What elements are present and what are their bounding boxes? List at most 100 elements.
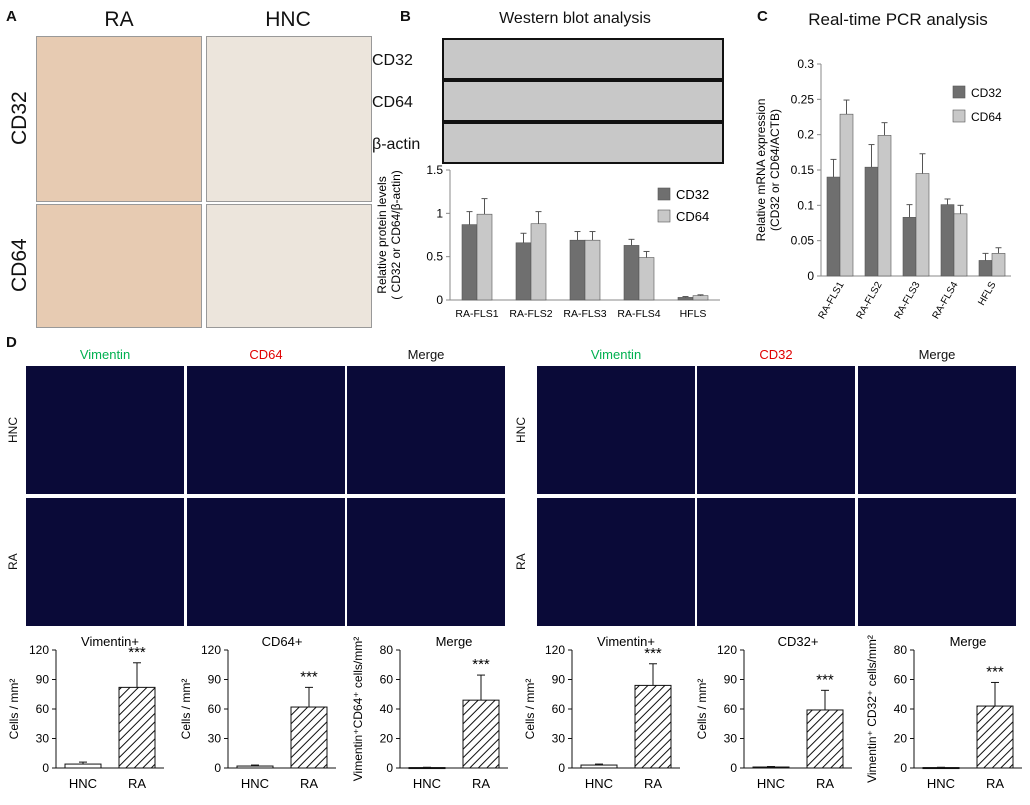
x-tick-label: RA-FLS4 [617,308,660,320]
blot-strip-actin [442,122,724,164]
bar-ra [462,699,500,769]
microscopy-row-label-ra: RA [6,553,20,571]
panel-c-letter: C [757,8,768,25]
y-tick-label: 40 [380,702,394,716]
y-tick-label: 90 [552,673,566,687]
microscopy-col-title: Vimentin [79,347,131,362]
y-tick-label: 90 [208,673,222,687]
bar-ra [806,709,844,769]
microscopy-image-ra [347,498,505,626]
y-tick-label: 0 [214,761,221,775]
panel-a-letter: A [6,8,17,25]
panel-d-microscopy-grid: Vimentin CD64 Merge HNC RA Vimentin CD32 Merge H… [6,347,1016,626]
y-tick-label: 20 [380,732,394,746]
y-tick-label: 0 [558,761,565,775]
y-tick-label: 0.25 [791,92,815,106]
y-tick-label: 1.5 [426,163,443,177]
x-tick-label: RA [128,776,146,791]
y-axis-label: Vimentin⁺CD64⁺ cells/mm² [351,637,365,781]
chart-d-cd32: CD32+ 0 30 60 90 120 HNC RA *** Cells / mm² [695,634,852,791]
x-tick-label: HNC [757,776,785,791]
y-tick-label: 0 [900,761,907,775]
x-tick-label: HFLS [680,308,707,320]
chart-d-vimentin-left: Vimentin+ 0 30 60 90 120 HNC RA *** Cells / mm² [7,634,164,791]
microscopy-col-title: CD64 [249,347,283,362]
bar-hnc [752,766,790,769]
ihc-image-hnc-cd32 [206,36,372,202]
y-tick-label: 120 [545,643,565,657]
legend-swatch-cd64 [952,109,966,123]
chart-title: CD32+ [778,634,819,649]
y-axis-label: Vimentin⁺ CD32⁺ cells/mm² [865,635,879,783]
y-tick-label: 0 [436,293,443,307]
microscopy-image-ra [697,498,855,626]
y-tick-label: 120 [717,643,737,657]
chart-body: 0 0.5 1 1.5 RA-FLS1 RA-FLS2 RA-FLS3 RA-FLS4 HFLS… [375,163,720,320]
microscopy-col-title: Merge [407,347,445,362]
panel-d-letter: D [6,334,17,351]
x-tick-label: HNC [241,776,269,791]
microscopy-image-hnc [537,366,695,494]
ihc-image-ra-cd32 [36,36,202,202]
y-tick-label: 90 [724,673,738,687]
panel-c-title: Real-time PCR analysis [808,10,988,29]
y-tick-label: 0 [730,761,737,775]
significance-annotation: *** [128,644,146,661]
y-tick-label: 80 [894,643,908,657]
y-tick-label: 0.15 [791,163,815,177]
significance-annotation: *** [472,656,490,673]
y-tick-label: 60 [36,702,50,716]
y-tick-label: 1 [436,206,443,220]
y-axis-label: Relative mRNA expression(CD32 or CD64/AC… [754,99,782,242]
x-tick-label: HNC [413,776,441,791]
y-tick-label: 0.3 [797,57,814,71]
y-tick-label: 80 [380,643,394,657]
y-tick-label: 90 [36,673,50,687]
blot-strip-cd64 [442,80,724,122]
y-tick-label: 40 [894,702,908,716]
bar-cd64 [530,223,547,301]
y-axis-label: Relative protein levels( CD32 or CD64/β-… [375,170,403,300]
y-tick-label: 60 [380,673,394,687]
y-tick-label: 60 [894,673,908,687]
microscopy-image-hnc [187,366,345,494]
bar-hnc [580,764,618,769]
y-axis-label: Cells / mm² [7,679,21,740]
x-tick-label: RA-FLS2 [509,308,552,320]
bar-ra [976,705,1014,769]
legend-label-cd64: CD64 [676,209,709,224]
y-tick-label: 60 [208,702,222,716]
y-tick-label: 0.2 [797,128,814,142]
microscopy-image-ra [26,498,184,626]
chart-title: Merge [950,634,987,649]
x-tick-label: RA [472,776,490,791]
y-tick-label: 0 [42,761,49,775]
y-tick-label: 120 [201,643,221,657]
y-tick-label: 30 [208,732,222,746]
y-tick-label: 0 [386,761,393,775]
significance-annotation: *** [644,645,662,662]
chart-d-merge-right: Merge 0 20 40 60 80 HNC RA *** Vimentin⁺ CD32⁺ ce… [865,634,1022,791]
microscopy-image-hnc [347,366,505,494]
chart-title: CD64+ [262,634,303,649]
chart-body: CD64+ 0 30 60 90 120 HNC RA *** Cells / mm² [179,634,336,791]
y-tick-label: 0 [807,269,814,283]
blot-label-actin: β-actin [372,136,421,153]
legend-swatch-cd32 [952,85,966,99]
y-tick-label: 30 [552,732,566,746]
bar-hnc [64,763,102,769]
y-axis-label: Cells / mm² [523,679,537,740]
chart-body: Merge 0 20 40 60 80 HNC RA *** Vimentin⁺ CD32⁺ ce… [865,634,1022,791]
legend-swatch-cd32 [657,187,671,201]
y-tick-label: 60 [724,702,738,716]
panel-a-col-ra: RA [104,8,134,31]
y-tick-label: 0.05 [791,234,815,248]
chart-b: 0 0.5 1 1.5 RA-FLS1 RA-FLS2 RA-FLS3 RA-FLS4 HFLS… [375,163,720,320]
panel-b-letter: B [400,8,411,25]
chart-d-merge-left: Merge 0 20 40 60 80 HNC RA *** Vimentin⁺CD64⁺ cel… [351,634,508,791]
microscopy-image-hnc [26,366,184,494]
x-tick-label: HNC [69,776,97,791]
microscopy-col-title: Vimentin [590,347,642,362]
chart-body: Vimentin+ 0 30 60 90 120 HNC RA *** Cells / mm² [7,634,164,791]
legend-swatch-cd64 [657,209,671,223]
